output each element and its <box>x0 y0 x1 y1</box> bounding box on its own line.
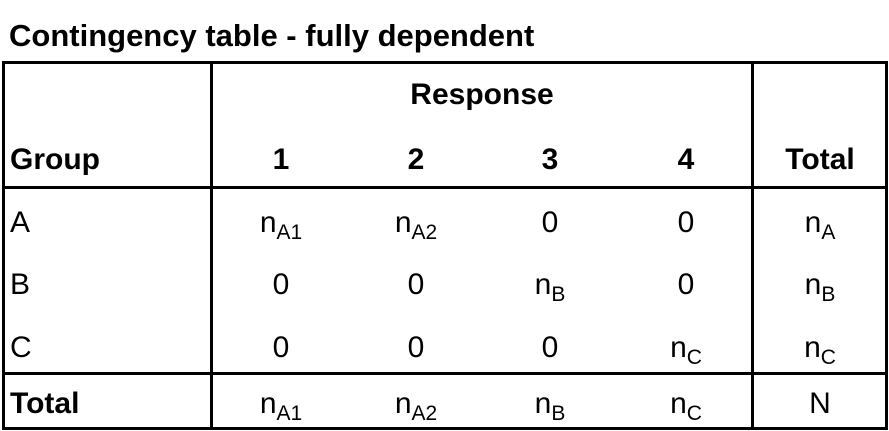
total-row-cell-2: nA2 <box>394 387 438 425</box>
total-row-divider <box>2 372 887 375</box>
table-title: Contingency table - fully dependent <box>9 18 535 53</box>
total-row-cell-4: nC <box>670 387 702 425</box>
table-border-left <box>2 61 5 430</box>
cell-a-4: 0 <box>677 206 695 239</box>
row-label-a: A <box>10 206 31 239</box>
cell-c-1: 0 <box>272 331 290 364</box>
cell-a-1: nA1 <box>259 206 303 244</box>
cell-a-3: 0 <box>541 206 559 239</box>
cell-b-2: 0 <box>407 268 425 301</box>
contingency-table: Response Group 1 2 3 4 Total A nA1 nA2 0… <box>0 61 889 430</box>
column-header-4: 4 <box>677 143 695 176</box>
table-border-top <box>2 61 887 64</box>
total-row-cell-3: nB <box>534 387 566 425</box>
total-column-header: Total <box>785 143 855 176</box>
row-label-b: B <box>10 268 31 301</box>
total-row-cell-1: nA1 <box>259 387 303 425</box>
table-border-bottom <box>2 427 887 430</box>
cell-a-2: nA2 <box>394 206 438 244</box>
total-b: nB <box>804 268 836 306</box>
total-c: nC <box>804 331 836 369</box>
cell-c-4: nC <box>670 331 702 369</box>
column-header-1: 1 <box>272 143 290 176</box>
cell-b-3: nB <box>534 268 566 306</box>
total-a: nA <box>804 206 836 244</box>
response-header: Response <box>410 78 554 111</box>
table-border-right <box>885 61 888 430</box>
column-header-3: 3 <box>541 143 559 176</box>
total-row-label: Total <box>10 387 80 420</box>
group-header: Group <box>10 143 100 176</box>
cell-c-3: 0 <box>541 331 559 364</box>
grand-total: N <box>809 387 831 420</box>
cell-b-1: 0 <box>272 268 290 301</box>
total-column-divider <box>751 61 754 430</box>
cell-c-2: 0 <box>407 331 425 364</box>
column-header-2: 2 <box>407 143 425 176</box>
cell-b-4: 0 <box>677 268 695 301</box>
row-label-c: C <box>10 331 32 364</box>
group-column-divider <box>210 61 213 430</box>
header-divider <box>2 186 887 189</box>
